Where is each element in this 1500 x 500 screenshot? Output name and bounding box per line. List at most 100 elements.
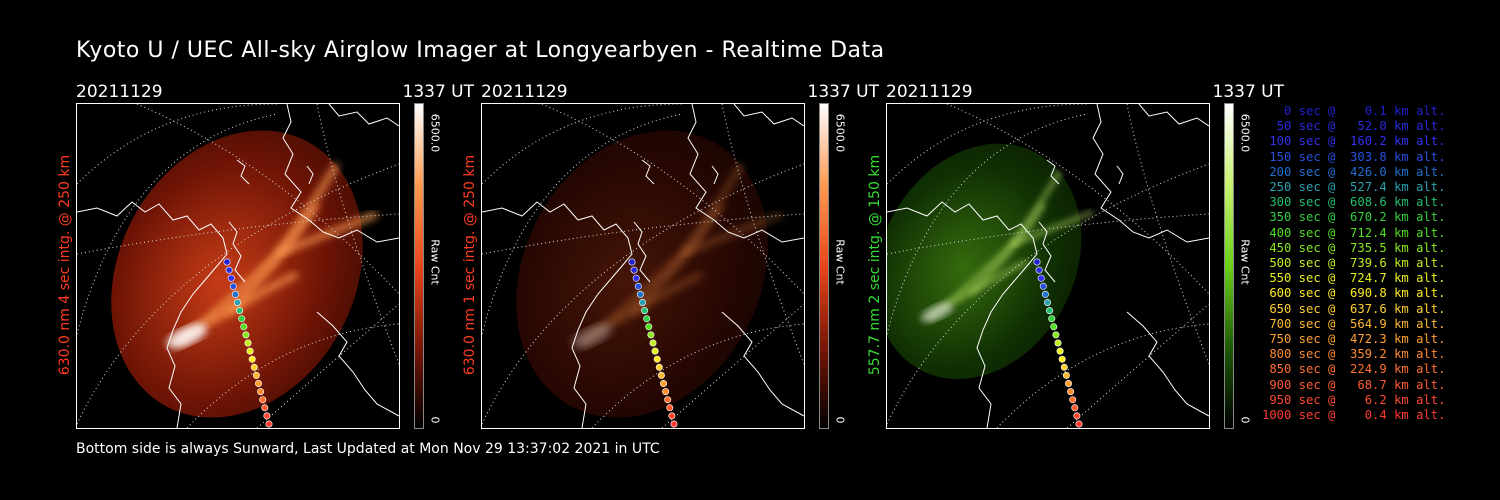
track-point bbox=[1071, 404, 1079, 412]
colorbar bbox=[819, 103, 829, 429]
track-point bbox=[649, 339, 657, 347]
satellite-track bbox=[628, 258, 678, 428]
track-point bbox=[1035, 266, 1043, 274]
track-point bbox=[259, 396, 267, 404]
track-point bbox=[261, 404, 269, 412]
track-point bbox=[641, 307, 649, 315]
track-point bbox=[1067, 388, 1075, 396]
track-point bbox=[1041, 290, 1049, 298]
track-point bbox=[630, 266, 638, 274]
panel-date: 20211129 bbox=[886, 82, 973, 102]
sky-disc bbox=[516, 130, 768, 418]
track-point bbox=[252, 371, 260, 379]
track-point bbox=[257, 388, 265, 396]
track-point bbox=[1039, 282, 1047, 290]
track-point bbox=[234, 299, 242, 307]
track-point bbox=[666, 404, 674, 412]
legend-entry: 400 sec @ 712.4 km alt. bbox=[1262, 225, 1446, 240]
track-point bbox=[255, 379, 263, 387]
legend-entry: 950 sec @ 6.2 km alt. bbox=[1262, 392, 1446, 407]
track-point bbox=[647, 331, 655, 339]
legend-entry: 550 sec @ 724.7 km alt. bbox=[1262, 271, 1446, 286]
track-point bbox=[1046, 307, 1054, 315]
sky-image-layer bbox=[111, 130, 379, 418]
track-point bbox=[655, 363, 663, 371]
track-point bbox=[636, 290, 644, 298]
track-point bbox=[660, 379, 668, 387]
aurora-arc bbox=[579, 162, 746, 347]
panel-time: 1337 UT bbox=[402, 82, 475, 102]
track-point bbox=[651, 347, 659, 355]
legend-entry: 150 sec @ 303.8 km alt. bbox=[1262, 149, 1446, 164]
track-point bbox=[670, 420, 678, 428]
allsky-image[interactable] bbox=[76, 103, 400, 429]
legend-entry: 700 sec @ 564.9 km alt. bbox=[1262, 316, 1446, 331]
track-point bbox=[657, 371, 665, 379]
track-point bbox=[227, 274, 235, 282]
legend-entry: 0 sec @ 0.1 km alt. bbox=[1262, 104, 1446, 118]
panel-side-label: 630.0 nm 4 sec intg. @ 250 km bbox=[57, 154, 73, 376]
trajectory-legend: 0 sec @ 0.1 km alt. 50 sec @ 52.0 km alt… bbox=[1262, 104, 1446, 423]
legend-entry: 900 sec @ 68.7 km alt. bbox=[1262, 377, 1446, 392]
colorbar-min-label: 0 bbox=[833, 416, 847, 423]
legend-entry: 600 sec @ 690.8 km alt. bbox=[1262, 286, 1446, 301]
colorbar-unit-label: Raw Cnt bbox=[1238, 239, 1252, 285]
colorbar-max-label: 6500.0 bbox=[833, 113, 847, 153]
panel-date: 20211129 bbox=[481, 82, 568, 102]
colorbar-max-label: 6500.0 bbox=[428, 113, 442, 153]
legend-entry: 800 sec @ 359.2 km alt. bbox=[1262, 347, 1446, 362]
track-point bbox=[236, 307, 244, 315]
track-point bbox=[1058, 355, 1066, 363]
track-point bbox=[1044, 299, 1052, 307]
legend-entry: 850 sec @ 224.9 km alt. bbox=[1262, 362, 1446, 377]
track-point bbox=[242, 331, 250, 339]
track-point bbox=[250, 363, 258, 371]
track-point bbox=[1065, 379, 1073, 387]
legend-entry: 350 sec @ 670.2 km alt. bbox=[1262, 210, 1446, 225]
colorbar-max-label: 6500.0 bbox=[1238, 113, 1252, 153]
satellite-track bbox=[1033, 258, 1083, 428]
allsky-image[interactable] bbox=[481, 103, 805, 429]
track-point bbox=[244, 339, 252, 347]
sky-image-layer bbox=[516, 130, 784, 418]
airglow-panel-557-2s: 20211129 1337 UT 557.7 nm 2 sec intg. @ … bbox=[867, 82, 1284, 432]
track-point bbox=[653, 355, 661, 363]
aurora-arc bbox=[952, 258, 1029, 305]
panel-date: 20211129 bbox=[76, 82, 163, 102]
aurora-bright-spot bbox=[571, 323, 613, 349]
colorbar-min-label: 0 bbox=[1238, 416, 1252, 423]
track-point bbox=[223, 258, 231, 266]
sky-image-layer bbox=[887, 143, 1095, 380]
track-point bbox=[265, 420, 273, 428]
legend-entry: 750 sec @ 472.3 km alt. bbox=[1262, 332, 1446, 347]
page-title: Kyoto U / UEC All-sky Airglow Imager at … bbox=[76, 38, 885, 63]
legend-entry: 1000 sec @ 0.4 km alt. bbox=[1262, 408, 1446, 423]
colorbar bbox=[1224, 103, 1234, 429]
track-point bbox=[628, 258, 636, 266]
track-point bbox=[668, 412, 676, 420]
geo-grid bbox=[77, 104, 399, 428]
track-point bbox=[1060, 363, 1068, 371]
allsky-image[interactable] bbox=[886, 103, 1210, 429]
track-point bbox=[1033, 258, 1041, 266]
track-point bbox=[1054, 339, 1062, 347]
aurora-arc bbox=[610, 270, 704, 328]
legend-entry: 500 sec @ 739.6 km alt. bbox=[1262, 256, 1446, 271]
legend-entry: 300 sec @ 608.6 km alt. bbox=[1262, 195, 1446, 210]
panel-time: 1337 UT bbox=[807, 82, 880, 102]
track-point bbox=[225, 266, 233, 274]
track-point bbox=[643, 315, 651, 323]
track-point bbox=[639, 299, 647, 307]
track-point bbox=[1075, 420, 1083, 428]
legend-entry: 450 sec @ 735.5 km alt. bbox=[1262, 240, 1446, 255]
sky-disc bbox=[111, 130, 363, 418]
coastline bbox=[482, 104, 804, 428]
legend-entry: 250 sec @ 527.4 km alt. bbox=[1262, 180, 1446, 195]
track-point bbox=[263, 412, 271, 420]
colorbar-min-label: 0 bbox=[428, 416, 442, 423]
track-point bbox=[229, 282, 237, 290]
track-point bbox=[634, 282, 642, 290]
footer-note: Bottom side is always Sunward, Last Upda… bbox=[76, 441, 660, 457]
airglow-panel-630-1s: 20211129 1337 UT 630.0 nm 1 sec intg. @ … bbox=[462, 82, 879, 432]
track-point bbox=[1052, 331, 1060, 339]
